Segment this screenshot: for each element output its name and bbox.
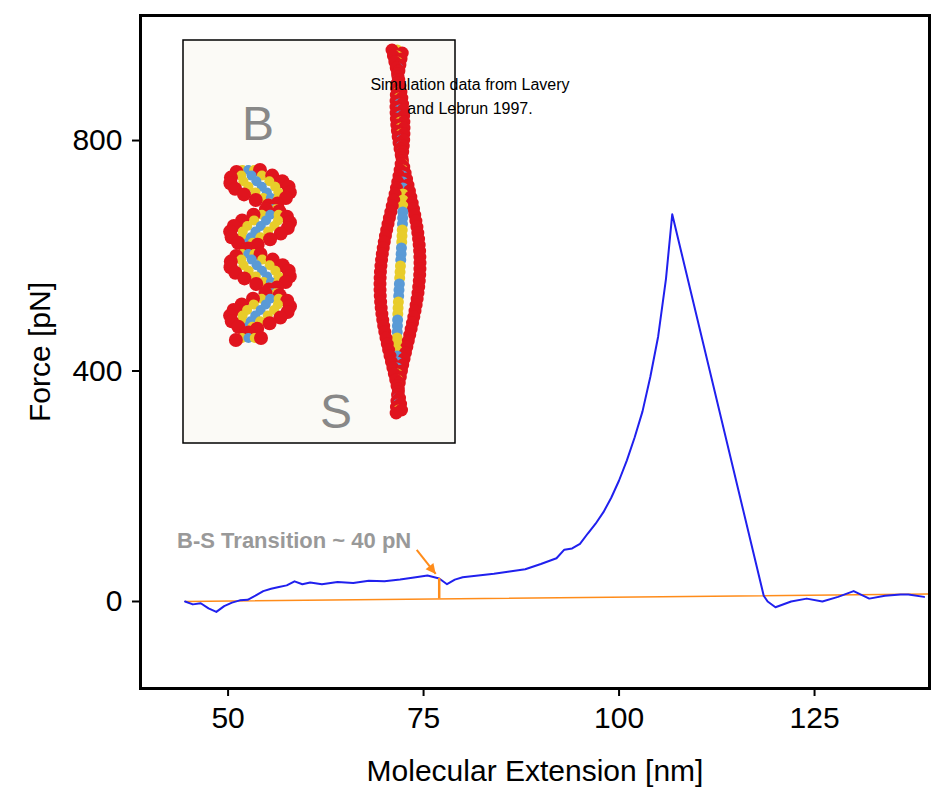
svg-text:Force [pN]: Force [pN] <box>23 282 56 422</box>
svg-text:B: B <box>242 97 274 150</box>
svg-text:0: 0 <box>106 584 123 617</box>
svg-text:and Lebrun 1997.: and Lebrun 1997. <box>407 100 532 117</box>
svg-text:S: S <box>320 385 352 438</box>
svg-text:125: 125 <box>790 701 840 734</box>
svg-text:Simulation data from Lavery: Simulation data from Lavery <box>370 76 569 93</box>
svg-text:B-S Transition ~ 40 pN: B-S Transition ~ 40 pN <box>177 528 411 553</box>
svg-text:75: 75 <box>407 701 440 734</box>
svg-text:400: 400 <box>72 354 122 387</box>
svg-text:Molecular Extension [nm]: Molecular Extension [nm] <box>367 754 704 787</box>
svg-text:50: 50 <box>211 701 244 734</box>
svg-text:100: 100 <box>594 701 644 734</box>
svg-text:800: 800 <box>72 123 122 156</box>
